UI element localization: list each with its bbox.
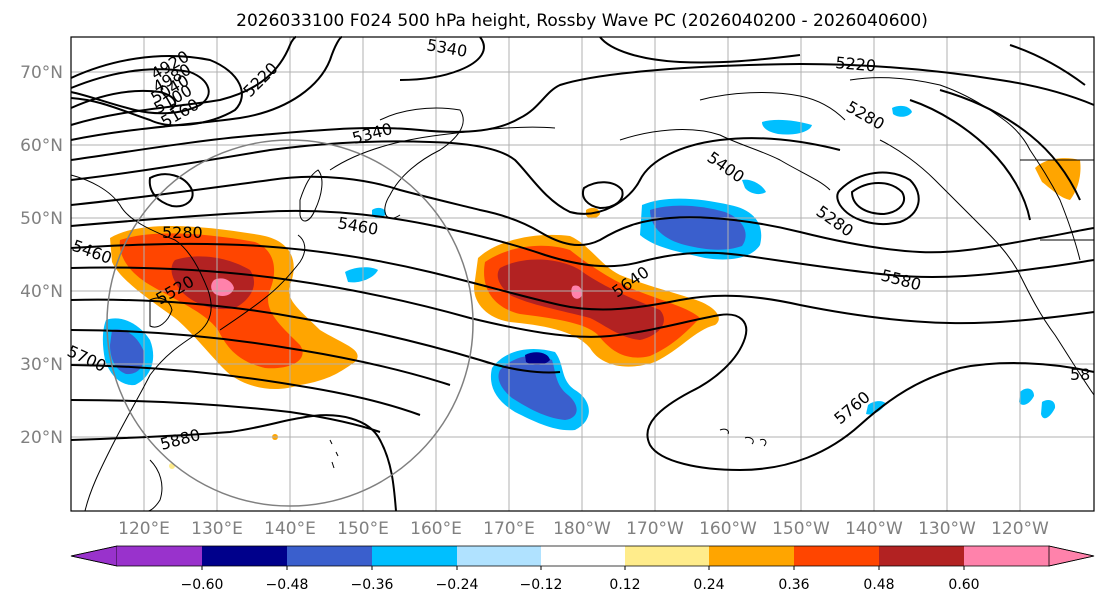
figure-title: 2026033100 F024 500 hPa height, Rossby W… (236, 11, 928, 31)
lon-label: 150°W (772, 519, 830, 539)
lon-label: 120°E (118, 519, 170, 539)
negative-anomaly-small-8 (742, 179, 766, 195)
lon-label: 170°E (483, 519, 535, 539)
colorbar-segment (625, 546, 709, 566)
lon-label: 120°W (991, 519, 1049, 539)
colorbar-segment (372, 546, 457, 566)
contour-label: 58 (1070, 365, 1090, 384)
colorbar-segment (709, 546, 794, 566)
graticule (71, 37, 1094, 511)
colorbar-segment (117, 546, 202, 566)
map-panel: 4920 4980 5040 5100 5160 5220 5340 5220 … (64, 35, 1095, 512)
colorbar-segment (457, 546, 541, 566)
negative-anomaly-small-1 (762, 119, 812, 135)
colorbar-extend-max (1048, 545, 1095, 567)
colorbar-segment (541, 546, 625, 566)
lon-label: 140°E (264, 519, 316, 539)
lon-label: 170°W (626, 519, 684, 539)
lat-label: 20°N (20, 428, 63, 448)
colorbar-segment (287, 546, 372, 566)
colorbar-outline (70, 545, 1095, 567)
latitude-labels: 70°N 60°N 50°N 40°N 30°N 20°N (20, 63, 63, 448)
colorbar-tick-label: 0.12 (609, 577, 640, 593)
negative-anomaly-subtropical-2 (498, 355, 577, 420)
colorbar-extend-min (70, 545, 118, 567)
lat-label: 70°N (20, 63, 63, 83)
lon-label: 130°W (918, 519, 976, 539)
colorbar-tick-label: −0.24 (436, 577, 479, 593)
colorbar-tick-label: −0.48 (266, 577, 309, 593)
lat-label: 60°N (20, 136, 63, 156)
height-contours (70, 36, 1095, 512)
colorbar-tick-label: 0.36 (778, 577, 809, 593)
longitude-labels: 120°E 130°E 140°E 150°E 160°E 170°E 180°… (118, 519, 1049, 539)
lon-label: 140°W (845, 519, 903, 539)
negative-anomaly-small-5 (1019, 388, 1034, 405)
colorbar-segment (794, 546, 879, 566)
lon-label: 180°W (553, 519, 611, 539)
lat-label: 30°N (20, 355, 63, 375)
lat-label: 50°N (20, 209, 63, 229)
positive-anomaly-central-pacific-4 (571, 285, 583, 299)
negative-anomaly-aleutian-2 (650, 205, 746, 250)
negative-anomaly-small-4 (866, 401, 886, 415)
colorbar-segment (879, 546, 964, 566)
contour-label: 5220 (835, 53, 877, 75)
colorbar-tick-label: 0.24 (693, 577, 724, 593)
colorbar-tick-label: 0.60 (948, 577, 979, 593)
colorbar-tick-label: 0.48 (863, 577, 894, 593)
positive-anomaly-central-pacific-3 (497, 259, 664, 340)
colorbar-tick-label: −0.60 (181, 577, 224, 593)
lat-label: 40°N (20, 282, 63, 302)
lon-label: 160°W (699, 519, 757, 539)
negative-anomaly-small-7 (892, 105, 912, 117)
colorbar-tick-label: −0.36 (351, 577, 394, 593)
lon-label: 160°E (410, 519, 462, 539)
lon-label: 130°E (191, 519, 243, 539)
colorbar-tick-label: −0.12 (520, 577, 563, 593)
negative-anomaly-west-2 (110, 329, 145, 375)
negative-anomaly-subtropical-3 (525, 352, 550, 365)
negative-anomaly-small-6 (1041, 400, 1056, 419)
negative-anomaly-small-2 (345, 267, 378, 283)
map-frame (70, 36, 1095, 512)
contour-label: 5280 (162, 223, 203, 242)
colorbar: −0.60 −0.48 −0.36 −0.24 −0.12 0.12 0.24 … (70, 545, 1095, 593)
reference-circle (106, 139, 474, 507)
colorbar-segment (964, 546, 1049, 566)
colorbar-ticks (201, 566, 965, 570)
positive-anomaly-small-1 (1035, 158, 1081, 200)
colorbar-segment (202, 546, 287, 566)
lon-label: 150°E (337, 519, 389, 539)
